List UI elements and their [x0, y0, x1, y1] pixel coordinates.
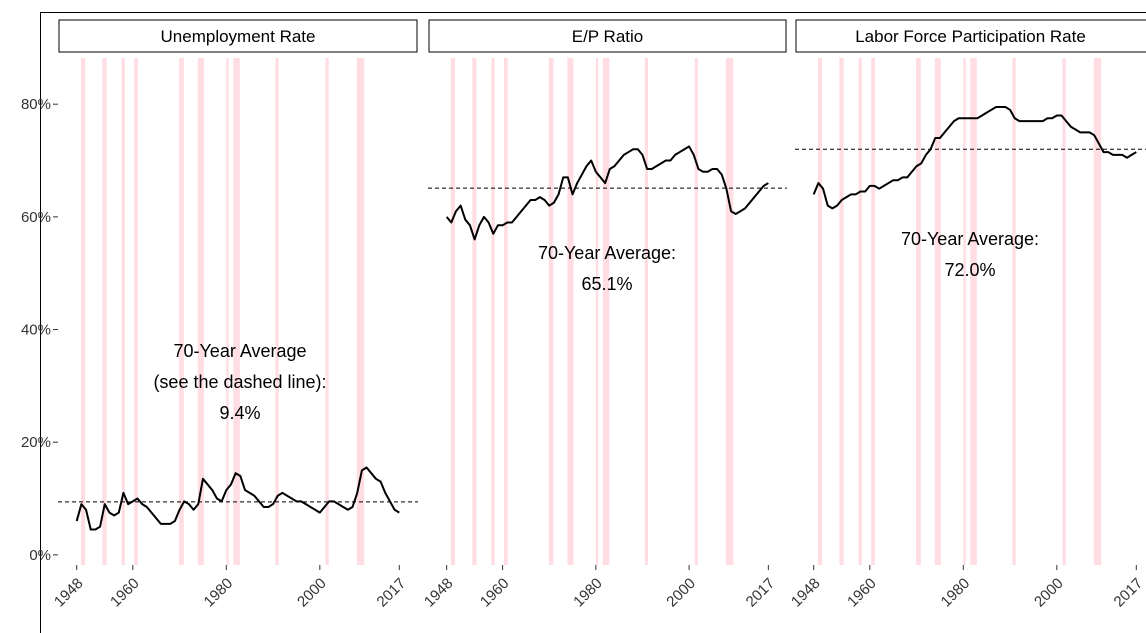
recession-band: [472, 58, 477, 565]
recession-band: [644, 58, 649, 565]
facet-title: Labor Force Participation Rate: [855, 27, 1086, 46]
series-line: [445, 145, 769, 241]
recession-band: [450, 58, 456, 565]
recession-band: [121, 58, 125, 565]
x-tick-label: 1980: [201, 575, 237, 611]
recession-band: [80, 58, 86, 565]
recession-band: [197, 58, 204, 565]
recession-band: [567, 58, 574, 565]
recession-band: [102, 58, 107, 565]
recession-band: [858, 58, 862, 565]
annotation: (see the dashed line):: [153, 372, 326, 392]
x-tick-label: 2017: [1111, 575, 1146, 611]
x-tick-label: 1948: [51, 575, 87, 611]
recession-band: [1012, 58, 1016, 565]
average-label: 65.1%: [581, 274, 632, 294]
annotation: 70-Year Average:: [901, 229, 1039, 249]
recession-band: [817, 58, 823, 565]
recession-band: [595, 58, 599, 565]
x-tick-label: 2000: [663, 575, 699, 611]
facet-title: Unemployment Rate: [161, 27, 316, 46]
x-tick-label: 1980: [938, 575, 974, 611]
x-tick-label: 1948: [421, 575, 457, 611]
recession-band: [970, 58, 977, 565]
annotation: 70-Year Average:: [538, 243, 676, 263]
recession-band: [491, 58, 495, 565]
y-tick-label: 60%: [21, 209, 51, 226]
facet-strip: [428, 19, 787, 53]
recession-band: [226, 58, 229, 565]
panel: Labor Force Participation Rate 1948 1960 19…: [788, 19, 1146, 611]
recession-band: [839, 58, 844, 565]
x-tick-label: 1948: [788, 575, 824, 611]
recession-band: [694, 58, 698, 565]
recession-band: [934, 58, 941, 565]
recession-band: [179, 58, 184, 565]
x-tick-label: 1960: [107, 575, 143, 611]
recession-band: [356, 58, 365, 565]
recession-band: [871, 58, 875, 565]
recession-band: [963, 58, 966, 565]
y-tick-label: 40%: [21, 322, 51, 339]
y-tick-label: 80%: [21, 96, 51, 113]
series-line: [75, 466, 400, 531]
x-tick-label: 2017: [743, 575, 779, 611]
panel: E/P Ratio 1948 1960 1980 2000 2017 70-Year Ave…: [421, 19, 787, 611]
y-tick-label: 0%: [29, 547, 51, 564]
recession-band: [1093, 58, 1102, 565]
panel: Unemployment Rate 0% 20% 40% 60% 80% 1948 1960 1…: [21, 19, 418, 611]
recession-band: [233, 58, 240, 565]
recession-band: [275, 58, 279, 565]
recession-band: [548, 58, 554, 565]
recession-band: [325, 58, 329, 565]
recession-band: [725, 58, 734, 565]
x-tick-label: 2000: [1031, 575, 1067, 611]
x-tick-label: 1960: [477, 575, 513, 611]
average-label: 72.0%: [944, 260, 995, 280]
recession-band: [134, 58, 138, 565]
x-tick-label: 1980: [570, 575, 606, 611]
recession-band: [602, 58, 610, 565]
x-tick-label: 1960: [844, 575, 880, 611]
recession-band: [916, 58, 921, 565]
series-line: [812, 106, 1137, 210]
x-tick-label: 2000: [294, 575, 330, 611]
facet-title: E/P Ratio: [572, 27, 644, 46]
recession-band: [1062, 58, 1066, 565]
recession-band: [503, 58, 508, 565]
facet-strip: [795, 19, 1146, 53]
frame: [40, 12, 1146, 633]
y-tick-label: 20%: [21, 434, 51, 451]
x-tick-label: 2017: [374, 575, 410, 611]
annotation: 70-Year Average: [173, 341, 306, 361]
facet-strip: [58, 19, 418, 53]
average-label: 9.4%: [219, 403, 260, 423]
